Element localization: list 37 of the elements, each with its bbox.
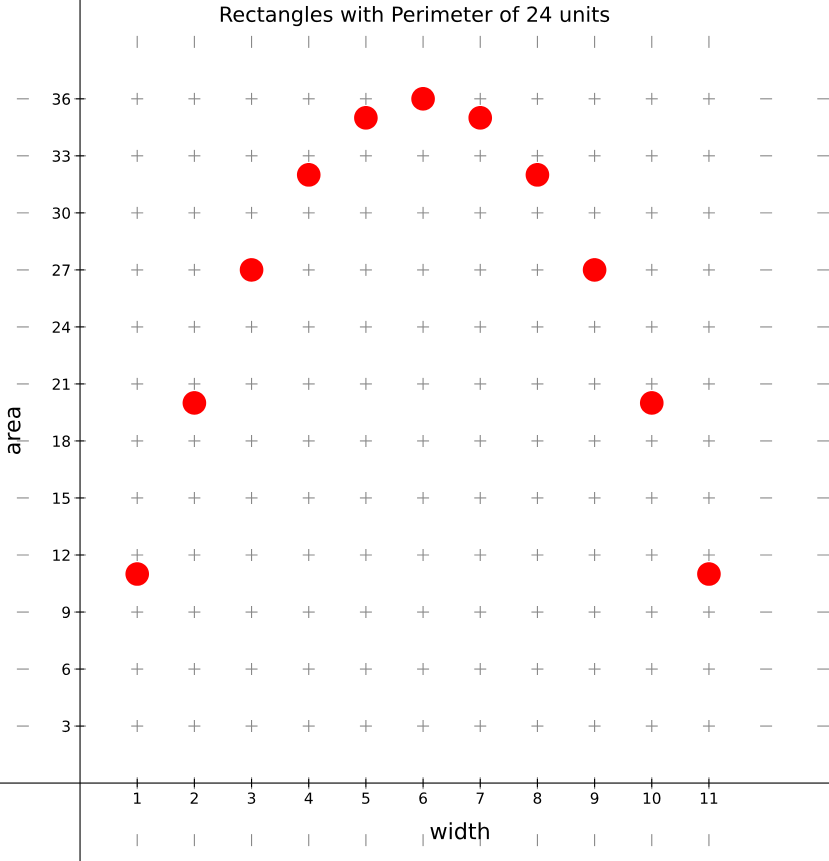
x-tick-label: 3 bbox=[248, 792, 256, 804]
y-tick-label: 24 bbox=[52, 321, 70, 333]
y-tick-label: 9 bbox=[62, 606, 70, 618]
x-tick-label: 9 bbox=[590, 792, 598, 804]
x-tick-label: 7 bbox=[476, 792, 484, 804]
y-tick-label: 30 bbox=[52, 207, 70, 219]
x-axis-title: width bbox=[430, 822, 489, 840]
y-tick-label: 36 bbox=[52, 93, 70, 105]
y-tick-label: 15 bbox=[53, 492, 70, 504]
point bbox=[582, 258, 606, 282]
point bbox=[125, 562, 150, 586]
y-tick-label: 3 bbox=[62, 720, 70, 732]
x-tick-label: 10 bbox=[644, 792, 660, 804]
point bbox=[697, 562, 721, 586]
x-tick-label: 6 bbox=[419, 792, 427, 804]
x-tick-label: 11 bbox=[700, 792, 718, 804]
x-tick-label: 1 bbox=[134, 792, 141, 804]
point bbox=[354, 106, 378, 130]
y-tick-label: 18 bbox=[53, 435, 70, 447]
x-tick-label: 8 bbox=[534, 792, 542, 804]
y-axis-title: area bbox=[8, 408, 21, 454]
y-tick-label: 33 bbox=[52, 150, 70, 162]
point bbox=[240, 258, 264, 282]
point bbox=[526, 163, 550, 187]
point bbox=[296, 163, 321, 187]
y-tick-label: 12 bbox=[53, 549, 70, 561]
chart-title: Rectangles with Perimeter of 24 units bbox=[220, 6, 610, 26]
y-tick-label: 6 bbox=[62, 664, 70, 676]
x-tick-label: 4 bbox=[304, 792, 313, 804]
point bbox=[468, 106, 492, 130]
y-tick-label: 21 bbox=[52, 378, 70, 390]
point bbox=[411, 87, 435, 111]
point bbox=[640, 391, 664, 415]
y-tick-label: 27 bbox=[52, 264, 70, 276]
x-tick-label: 5 bbox=[362, 792, 370, 804]
x-tick-label: 2 bbox=[190, 792, 198, 804]
point bbox=[182, 391, 206, 415]
